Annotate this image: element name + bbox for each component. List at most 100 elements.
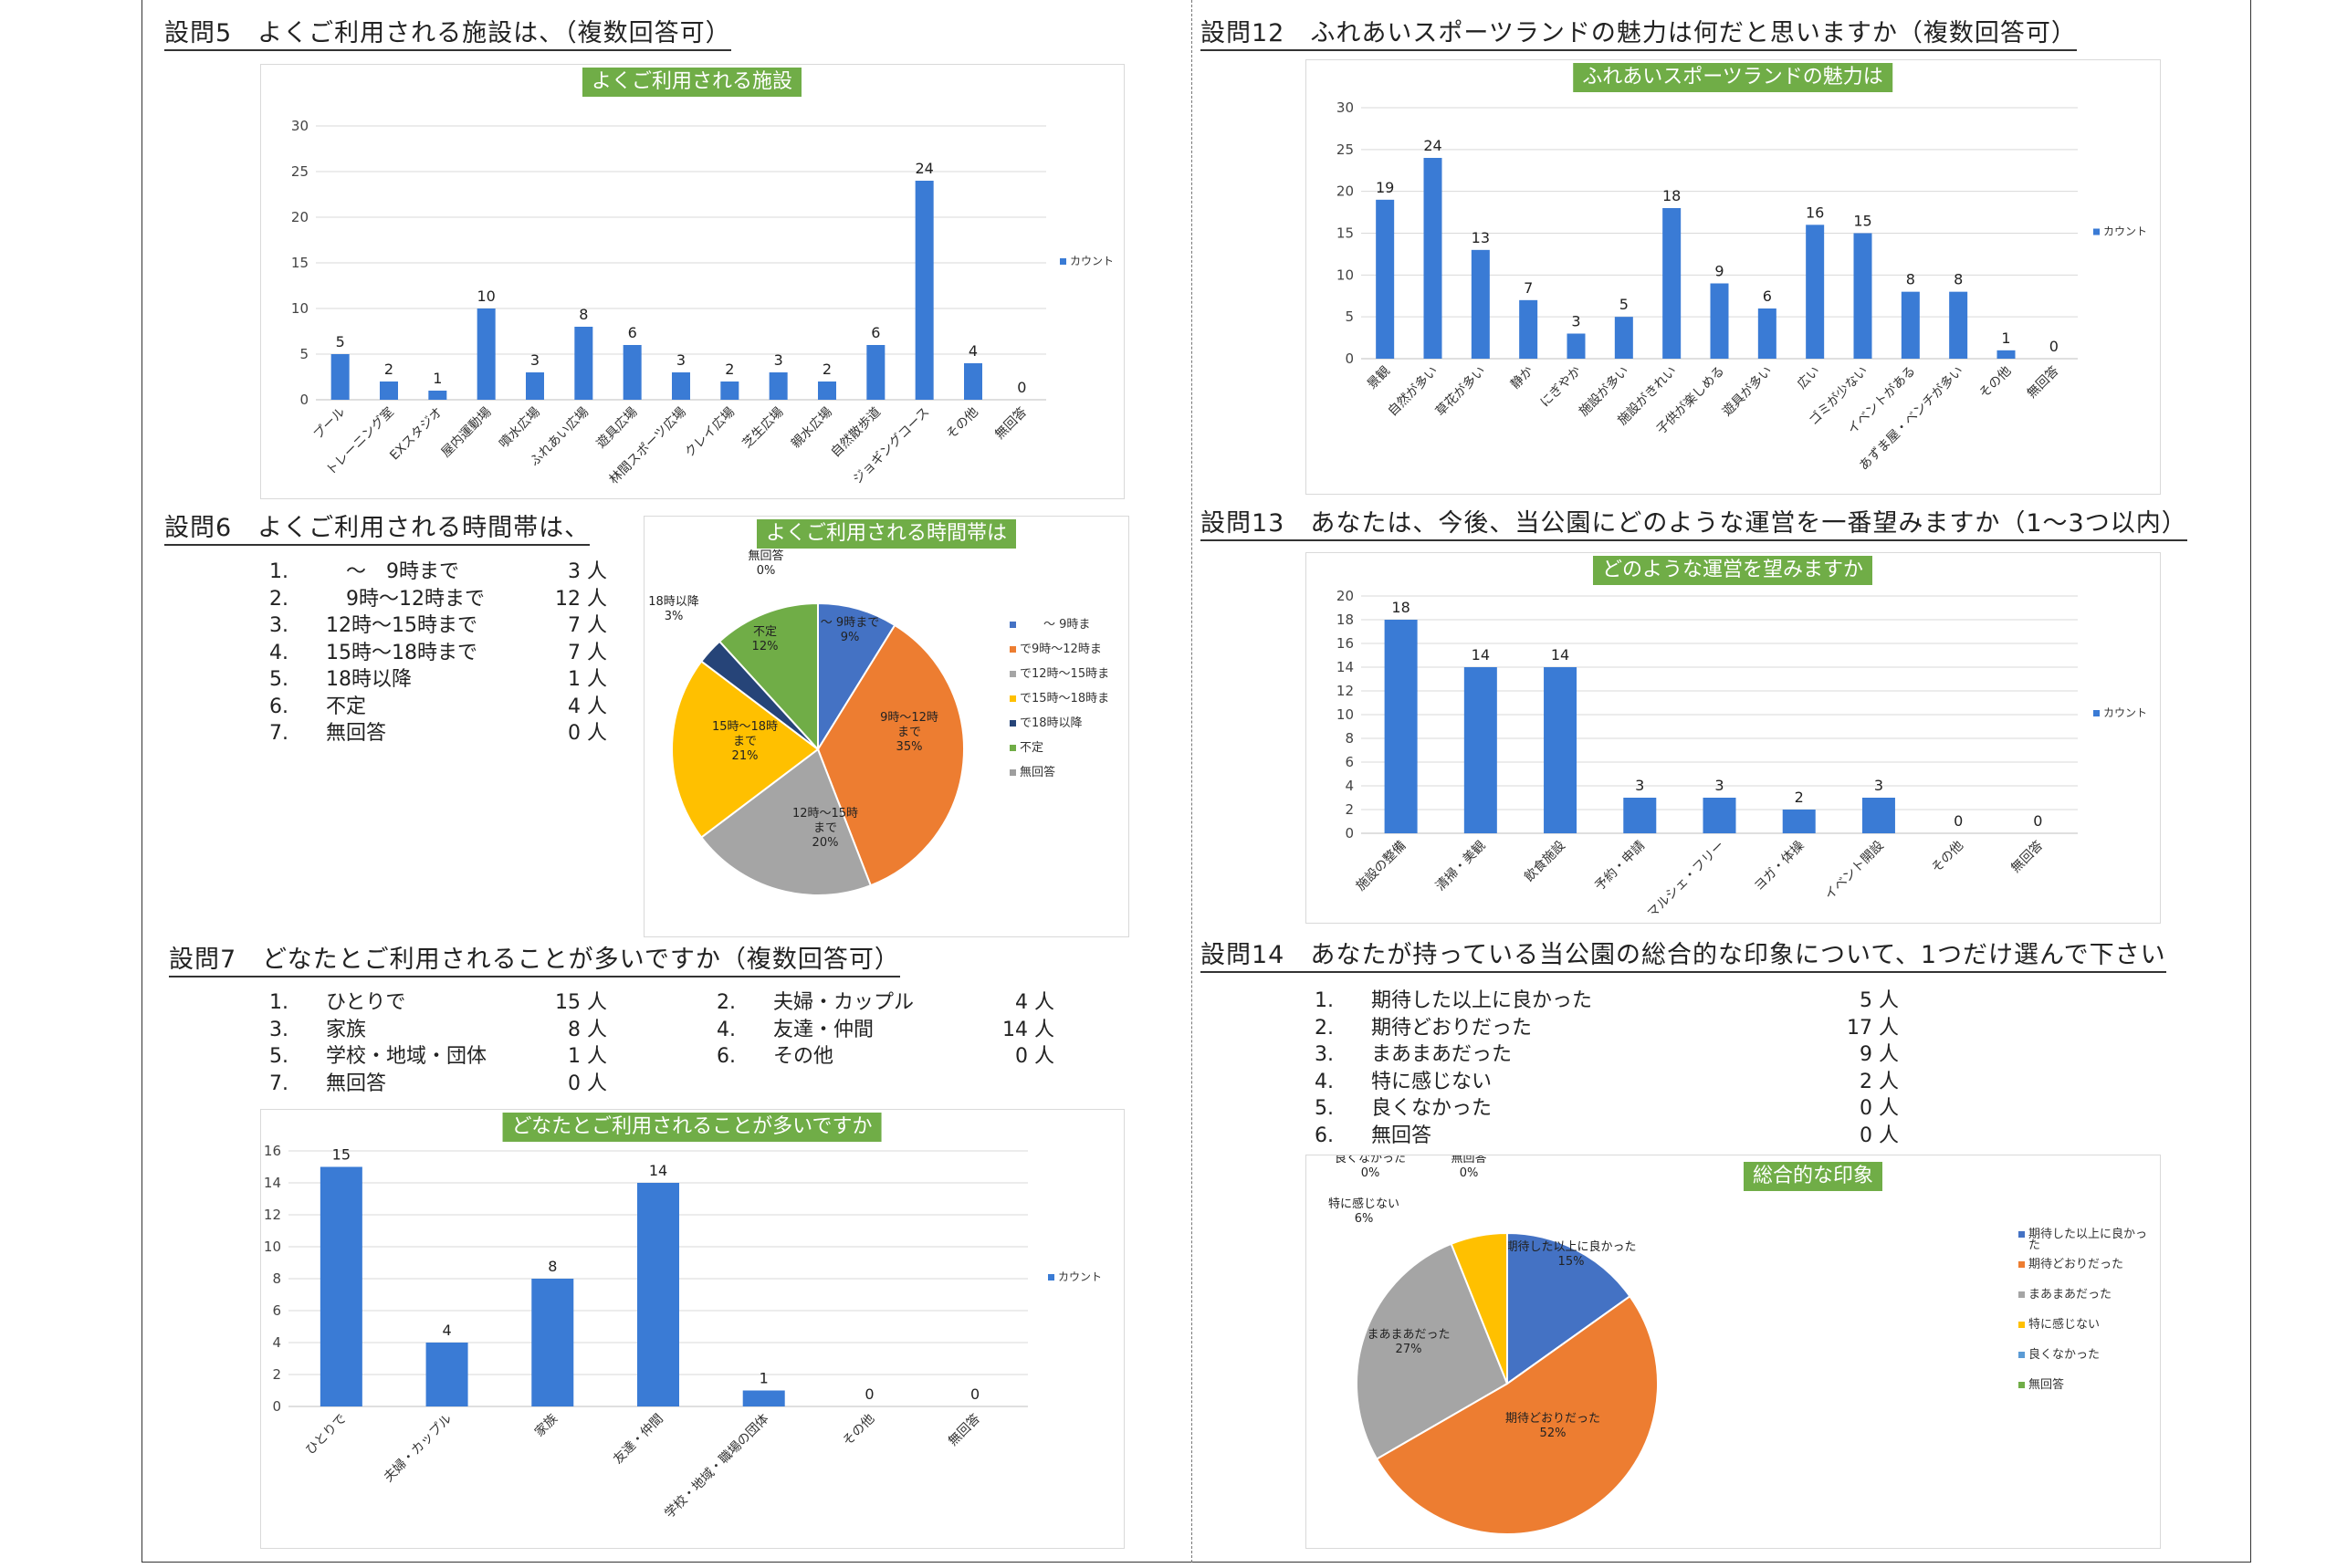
q6-answer-row: 6. 不定 4 人 <box>269 694 607 721</box>
q7-legend-marker <box>1048 1274 1054 1281</box>
q14-answer-num: 6. <box>1315 1124 1334 1147</box>
q12-data-label: 8 <box>1954 271 1963 288</box>
q14-answer-row: 1. 期待した以上に良かった 5 人 <box>1315 988 1899 1015</box>
q12-bar <box>1710 283 1729 359</box>
q12-ytick-label: 15 <box>1336 225 1354 242</box>
q5-data-label: 6 <box>871 324 880 341</box>
q7-data-label: 4 <box>442 1322 451 1339</box>
q12-data-label: 19 <box>1376 179 1394 196</box>
q5-bar <box>623 345 642 400</box>
q12-bar <box>1901 291 1920 359</box>
q12-bar-chart-svg: 05101520253019景観24自然が多い13草花が多い7静か3にぎやか5施… <box>1336 99 2147 474</box>
q14-answer-num: 5. <box>1315 1097 1334 1120</box>
q5-bar <box>672 372 690 400</box>
q12-bar <box>1567 333 1586 359</box>
q12-category-label: 無回答 <box>2024 363 2062 402</box>
q7-bar <box>637 1183 679 1406</box>
q5-bar <box>964 363 982 400</box>
q12-bar <box>1996 350 2016 359</box>
q7-answer-count: 8 人 <box>568 1018 607 1041</box>
q7-answer-num: 6. <box>717 1045 736 1068</box>
q7-answer-row: 7. 無回答 0 人 <box>269 1071 607 1098</box>
q6-answer-num: 6. <box>269 695 288 718</box>
q12-data-label: 6 <box>1763 287 1772 305</box>
q12-bar <box>1757 308 1776 359</box>
q14-answer-count: 17 人 <box>1847 1016 1899 1040</box>
q13-bar <box>1463 667 1497 833</box>
q7-category-label: 夫婦・カップル <box>381 1411 455 1485</box>
q6-slice-label: 15時～18時まで 21% <box>712 720 778 763</box>
q14-answer-count: 5 人 <box>1860 989 1899 1012</box>
q12-bar <box>1471 249 1490 359</box>
q7-ytick-label: 12 <box>264 1207 281 1223</box>
q6-legend-label: で18時以降 <box>1020 716 1083 730</box>
q7-answer-num: 2. <box>717 991 736 1014</box>
q14-answer-count: 2 人 <box>1860 1070 1899 1093</box>
q14-answer-row: 2. 期待どおりだった 17 人 <box>1315 1015 1899 1042</box>
q6-answer-count: 7 人 <box>568 641 607 664</box>
q6-legend-marker <box>1010 622 1016 628</box>
q6-pie-slice <box>718 601 819 752</box>
q5-bar <box>526 372 544 400</box>
q13-bar <box>1384 620 1418 833</box>
q14-answer-label: 期待した以上に良かった <box>1371 989 1593 1012</box>
q12-data-label: 18 <box>1662 187 1681 204</box>
q14-answer-label: 特に感じない <box>1371 1070 1493 1093</box>
page-frame-left <box>141 0 142 1563</box>
q13-category-label: 施設の整備 <box>1354 839 1410 894</box>
q14-legend-marker <box>2018 1231 2025 1238</box>
q5-ytick-label: 15 <box>291 255 309 271</box>
q7-ytick-label: 6 <box>272 1302 281 1319</box>
q5-data-label: 2 <box>725 361 734 378</box>
q13-legend-marker <box>2093 710 2100 716</box>
q5-chart: よくご利用される施設 0 5 10 15 20 25 30 5 プール 2 トレーニング室 1 EXスタ… <box>260 64 1125 499</box>
q7-answer-count: 0 人 <box>1015 1045 1054 1068</box>
q7-answer-row: 3. 家族 8 人 <box>269 1017 607 1044</box>
q6-pie-slice <box>816 623 965 887</box>
q6-pie-slice <box>699 747 873 896</box>
q7-data-label: 15 <box>332 1146 351 1164</box>
q5-bar <box>330 354 350 400</box>
q7-bar-chart-svg: 0 2 4 6 8 10 12 14 16 15 ひとりで 4 夫婦・カップル 8 家族 14 友達・仲間 1 学校… <box>264 1143 1102 1521</box>
q5-data-label: 3 <box>530 351 540 369</box>
q7-ytick-label: 8 <box>272 1270 281 1287</box>
q12-bar <box>1614 317 1633 359</box>
q5-ytick-label: 25 <box>291 163 309 180</box>
q6-answer-num: 1. <box>269 560 288 583</box>
q7-data-label: 14 <box>649 1162 667 1179</box>
q6-legend-marker <box>1010 646 1016 653</box>
q12-data-label: 13 <box>1472 229 1490 246</box>
q7-answer-num: 3. <box>269 1018 288 1041</box>
q5-category-label: その他 <box>944 405 981 443</box>
q14-answer-count: 0 人 <box>1860 1124 1899 1147</box>
q5-category-label: 無回答 <box>991 404 1030 443</box>
q12-category-label: 景観 <box>1364 363 1393 392</box>
q14-pie-slice <box>1356 1242 1509 1460</box>
q5-bar <box>477 308 496 400</box>
q14-legend-label: 期待どおりだった <box>2028 1258 2123 1271</box>
q14-answer-num: 1. <box>1315 989 1334 1012</box>
q12-legend-marker <box>2093 228 2100 235</box>
q6-answer-label: 18時以降 <box>326 668 412 691</box>
q14-pie-slice <box>1506 1231 1631 1385</box>
q14-answer-row: 6. 無回答 0 人 <box>1315 1123 1899 1150</box>
q12-bar <box>1806 225 1825 359</box>
q5-legend-marker <box>1060 258 1066 265</box>
q7-answer-num: 4. <box>717 1018 736 1041</box>
q6-answer-row: 1. ～ 9時まで 3 人 <box>269 559 607 586</box>
q13-chart-title: どのような運営を望みますか <box>1592 556 1873 585</box>
q13-title: 設問13 あなたは、今後、当公園にどのような運営を一番望みますか（1～3つ以内） <box>1200 508 2187 541</box>
q13-ytick-label: 16 <box>1336 635 1354 652</box>
q6-answer-count: 1 人 <box>568 668 607 691</box>
q13-ytick-label: 8 <box>1345 730 1354 747</box>
q13-data-label: 3 <box>1635 777 1644 794</box>
q6-legend-label: 不定 <box>1020 741 1043 755</box>
q6-legend-label: で9時～12時ま <box>1020 643 1102 656</box>
q6-answer-label: 12時～15時まで <box>326 614 477 637</box>
q12-ytick-label: 10 <box>1336 267 1354 283</box>
q12-chart: ふれあいスポーツランドの魅力は 0 5 10 15 20 25 30 19 景観 24 自然が多い 1… <box>1305 59 2161 495</box>
q7-answer-label: 無回答 <box>326 1071 387 1095</box>
q5-ytick-label: 30 <box>291 118 309 134</box>
q7-category-label: その他 <box>840 1412 877 1449</box>
q12-data-label: 16 <box>1806 204 1824 221</box>
